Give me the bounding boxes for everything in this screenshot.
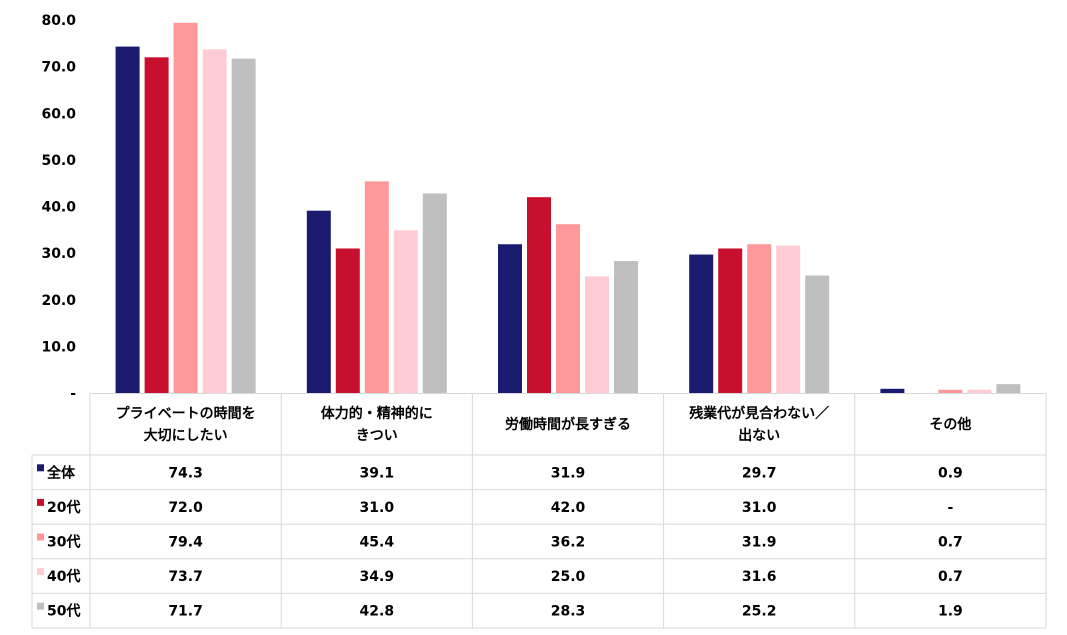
bar-4-1 bbox=[202, 49, 227, 393]
y-tick-label: 50.0 bbox=[41, 153, 76, 169]
bar-2-4 bbox=[718, 248, 743, 393]
series-name: 20代 bbox=[47, 499, 80, 516]
data-label: 28.3 bbox=[551, 604, 586, 620]
y-tick-label: 60.0 bbox=[41, 106, 76, 122]
data-label: 42.8 bbox=[360, 604, 395, 620]
legend-swatch bbox=[37, 464, 44, 472]
bar-4-3 bbox=[585, 276, 609, 393]
bar-2-1 bbox=[144, 57, 169, 394]
data-label: 0.7 bbox=[938, 569, 963, 585]
legend-swatch bbox=[37, 533, 44, 541]
y-tick-label: 80.0 bbox=[41, 13, 76, 29]
bar-1-4 bbox=[689, 254, 714, 393]
bar-3-1 bbox=[173, 22, 198, 394]
bar-1-2 bbox=[306, 210, 331, 393]
y-tick-label: 40.0 bbox=[41, 200, 76, 216]
bar-4-4 bbox=[776, 245, 801, 393]
data-label: 31.6 bbox=[742, 569, 777, 585]
bar-1-1 bbox=[115, 46, 140, 394]
data-label: 25.2 bbox=[742, 604, 777, 620]
data-label: 71.7 bbox=[168, 604, 203, 620]
data-label: 34.9 bbox=[360, 569, 395, 585]
bar-1-5 bbox=[880, 388, 905, 393]
y-tick-label: 10.0 bbox=[41, 339, 76, 355]
bar-2-3 bbox=[527, 197, 551, 393]
category-label: きつい bbox=[356, 428, 398, 444]
category-label: 残業代が見合わない／ bbox=[689, 405, 829, 422]
data-label: 79.4 bbox=[168, 535, 203, 551]
data-label: 39.1 bbox=[360, 465, 395, 481]
data-label: 29.7 bbox=[742, 465, 777, 481]
data-label: 25.0 bbox=[551, 569, 586, 585]
y-tick-label: 30.0 bbox=[41, 246, 76, 262]
bar-5-3 bbox=[614, 261, 638, 393]
bar-5-5 bbox=[996, 384, 1021, 393]
series-name: 全体 bbox=[46, 464, 76, 481]
bar-3-5 bbox=[938, 389, 963, 393]
data-label: 0.9 bbox=[938, 465, 963, 481]
legend-swatch bbox=[37, 498, 44, 506]
y-tick-label: 70.0 bbox=[41, 60, 76, 76]
category-label: 大切にしたい bbox=[144, 427, 228, 444]
data-label: 0.7 bbox=[938, 535, 963, 551]
bar-3-4 bbox=[747, 244, 772, 393]
data-label: 31.0 bbox=[742, 500, 777, 516]
data-label: 31.0 bbox=[360, 500, 395, 516]
data-label: 31.9 bbox=[551, 465, 586, 481]
data-label: 36.2 bbox=[551, 535, 586, 551]
bar-3-2 bbox=[364, 181, 389, 393]
bar-5-2 bbox=[422, 193, 447, 393]
legend-swatch bbox=[37, 602, 44, 610]
y-tick-label: - bbox=[70, 386, 76, 402]
bar-5-1 bbox=[231, 58, 256, 393]
series-name: 40代 bbox=[47, 568, 80, 585]
bar-2-2 bbox=[335, 248, 360, 393]
data-label: 1.9 bbox=[938, 604, 963, 620]
category-label: 体力的・精神的に bbox=[321, 405, 433, 422]
series-name: 50代 bbox=[47, 603, 80, 620]
category-label: プライベートの時間を bbox=[116, 405, 256, 422]
data-label: 72.0 bbox=[168, 500, 203, 516]
data-label: 74.3 bbox=[168, 465, 203, 481]
category-label: 労働時間が長すぎる bbox=[505, 416, 631, 433]
category-label: その他 bbox=[929, 416, 971, 433]
category-label: 出ない bbox=[738, 427, 780, 444]
bar-5-4 bbox=[805, 275, 830, 393]
y-tick-label: 20.0 bbox=[41, 293, 76, 309]
bar-1-3 bbox=[498, 244, 522, 393]
bar-3-3 bbox=[556, 224, 580, 393]
bar-4-5 bbox=[967, 389, 992, 393]
data-label: 42.0 bbox=[551, 500, 586, 516]
series-name: 30代 bbox=[47, 534, 80, 551]
legend-swatch bbox=[37, 568, 44, 576]
bar-4-2 bbox=[393, 230, 418, 393]
data-label: - bbox=[947, 500, 953, 516]
data-label: 73.7 bbox=[168, 569, 203, 585]
data-label: 31.9 bbox=[742, 535, 777, 551]
data-label: 45.4 bbox=[360, 535, 395, 551]
